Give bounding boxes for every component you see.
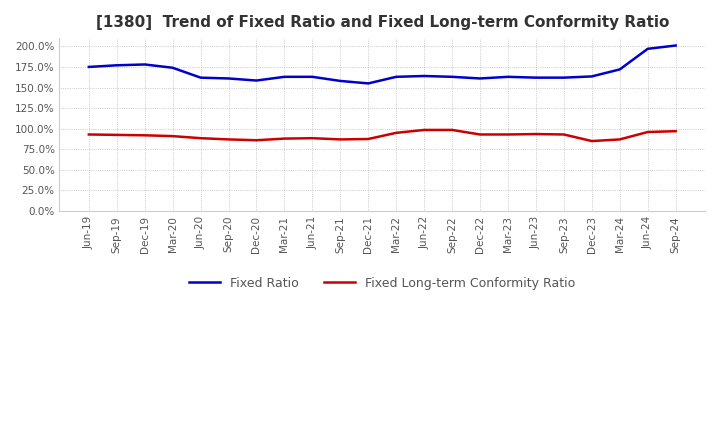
- Fixed Long-term Conformity Ratio: [336, 137, 345, 142]
- Fixed Ratio: [84, 64, 93, 70]
- Fixed Ratio: [168, 65, 177, 70]
- Fixed Long-term Conformity Ratio: [364, 136, 372, 142]
- Legend: Fixed Ratio, Fixed Long-term Conformity Ratio: Fixed Ratio, Fixed Long-term Conformity …: [184, 272, 580, 295]
- Fixed Ratio: [308, 74, 317, 80]
- Fixed Ratio: [671, 43, 680, 48]
- Fixed Long-term Conformity Ratio: [308, 136, 317, 141]
- Fixed Long-term Conformity Ratio: [280, 136, 289, 141]
- Fixed Ratio: [252, 78, 261, 83]
- Fixed Ratio: [392, 74, 400, 80]
- Fixed Ratio: [280, 74, 289, 80]
- Fixed Ratio: [140, 62, 149, 67]
- Fixed Long-term Conformity Ratio: [392, 130, 400, 136]
- Fixed Long-term Conformity Ratio: [644, 129, 652, 135]
- Fixed Long-term Conformity Ratio: [531, 132, 540, 137]
- Fixed Ratio: [364, 81, 372, 86]
- Fixed Long-term Conformity Ratio: [224, 137, 233, 142]
- Fixed Long-term Conformity Ratio: [252, 138, 261, 143]
- Fixed Ratio: [197, 75, 205, 80]
- Fixed Ratio: [504, 74, 513, 80]
- Fixed Long-term Conformity Ratio: [197, 136, 205, 141]
- Fixed Long-term Conformity Ratio: [616, 137, 624, 142]
- Line: Fixed Ratio: Fixed Ratio: [89, 45, 675, 84]
- Fixed Ratio: [588, 74, 596, 79]
- Fixed Long-term Conformity Ratio: [112, 132, 121, 138]
- Fixed Ratio: [559, 75, 568, 80]
- Fixed Ratio: [420, 73, 428, 79]
- Fixed Ratio: [448, 74, 456, 80]
- Fixed Long-term Conformity Ratio: [448, 127, 456, 132]
- Fixed Long-term Conformity Ratio: [476, 132, 485, 137]
- Fixed Long-term Conformity Ratio: [84, 132, 93, 137]
- Fixed Long-term Conformity Ratio: [559, 132, 568, 137]
- Fixed Long-term Conformity Ratio: [504, 132, 513, 137]
- Fixed Ratio: [336, 78, 345, 84]
- Fixed Ratio: [112, 62, 121, 68]
- Fixed Ratio: [224, 76, 233, 81]
- Fixed Long-term Conformity Ratio: [420, 127, 428, 132]
- Fixed Long-term Conformity Ratio: [588, 139, 596, 144]
- Fixed Ratio: [644, 46, 652, 51]
- Fixed Long-term Conformity Ratio: [140, 132, 149, 138]
- Title: [1380]  Trend of Fixed Ratio and Fixed Long-term Conformity Ratio: [1380] Trend of Fixed Ratio and Fixed Lo…: [96, 15, 669, 30]
- Fixed Ratio: [616, 67, 624, 72]
- Fixed Ratio: [476, 76, 485, 81]
- Line: Fixed Long-term Conformity Ratio: Fixed Long-term Conformity Ratio: [89, 130, 675, 141]
- Fixed Long-term Conformity Ratio: [671, 128, 680, 134]
- Fixed Ratio: [531, 75, 540, 80]
- Fixed Long-term Conformity Ratio: [168, 133, 177, 139]
